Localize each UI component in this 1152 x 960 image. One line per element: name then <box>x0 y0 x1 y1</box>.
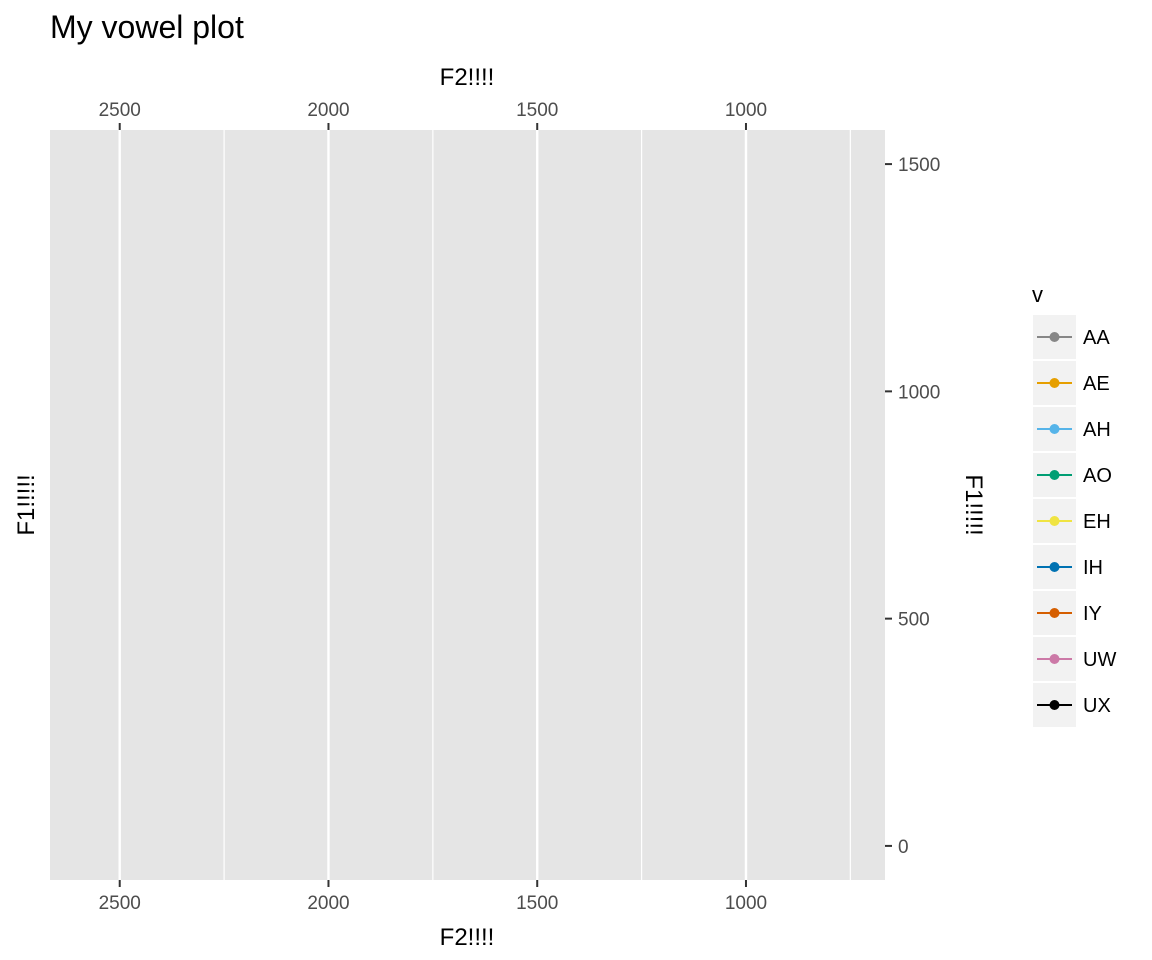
y-axis-title-left: F1!!!!! <box>13 474 40 535</box>
plot-panel <box>50 130 885 880</box>
legend-label-ao: AO <box>1083 465 1112 487</box>
x-tick-label-bottom: 1500 <box>516 893 558 914</box>
y-tick-label: 1000 <box>898 382 940 403</box>
legend-label-iy: IY <box>1083 603 1102 625</box>
x-tick-label-top: 1000 <box>725 100 767 121</box>
legend-label-eh: EH <box>1083 511 1111 533</box>
x-axis-bottom: 2500 2000 1500 1000 <box>99 880 767 914</box>
legend-key-point <box>1049 470 1060 480</box>
legend-label-ae: AE <box>1083 373 1110 395</box>
x-tick-label-top: 2000 <box>307 100 349 121</box>
legend-label-ih: IH <box>1083 557 1103 579</box>
x-axis-title-bottom: F2!!!! <box>440 924 495 951</box>
x-axis-title-top: F2!!!! <box>440 64 495 91</box>
x-axis-top: 2500 2000 1500 1000 <box>99 100 767 130</box>
legend-label-uw: UW <box>1083 649 1116 671</box>
y-tick-label: 1500 <box>898 155 940 176</box>
x-tick-label-top: 2500 <box>99 100 141 121</box>
x-tick-label-bottom: 1000 <box>725 893 767 914</box>
y-axis-right: 0 500 1000 1500 <box>885 155 940 858</box>
legend-key-point <box>1049 424 1060 434</box>
legend-key-point <box>1049 332 1060 342</box>
legend-key-point <box>1049 378 1060 388</box>
x-tick-label-bottom: 2500 <box>99 893 141 914</box>
legend-key-point <box>1049 562 1060 572</box>
legend-key-point <box>1049 608 1060 618</box>
grid-lines <box>118 130 851 880</box>
legend-label-ux: UX <box>1083 695 1111 717</box>
legend-key-point <box>1049 654 1060 664</box>
y-axis-title-right: F1!!!!! <box>960 474 987 535</box>
legend-key-point <box>1049 700 1060 710</box>
legend-title: v <box>1032 282 1043 307</box>
x-tick-label-bottom: 2000 <box>307 893 349 914</box>
legend-label-aa: AA <box>1083 327 1110 349</box>
y-tick-label: 500 <box>898 610 930 631</box>
legend: v AA AE AH AO EH IH IY UW UX <box>1032 282 1116 727</box>
legend-label-ah: AH <box>1083 419 1111 441</box>
chart-title: My vowel plot <box>50 9 244 45</box>
legend-key-point <box>1049 516 1060 526</box>
x-tick-label-top: 1500 <box>516 100 558 121</box>
y-tick-label: 0 <box>898 837 909 858</box>
